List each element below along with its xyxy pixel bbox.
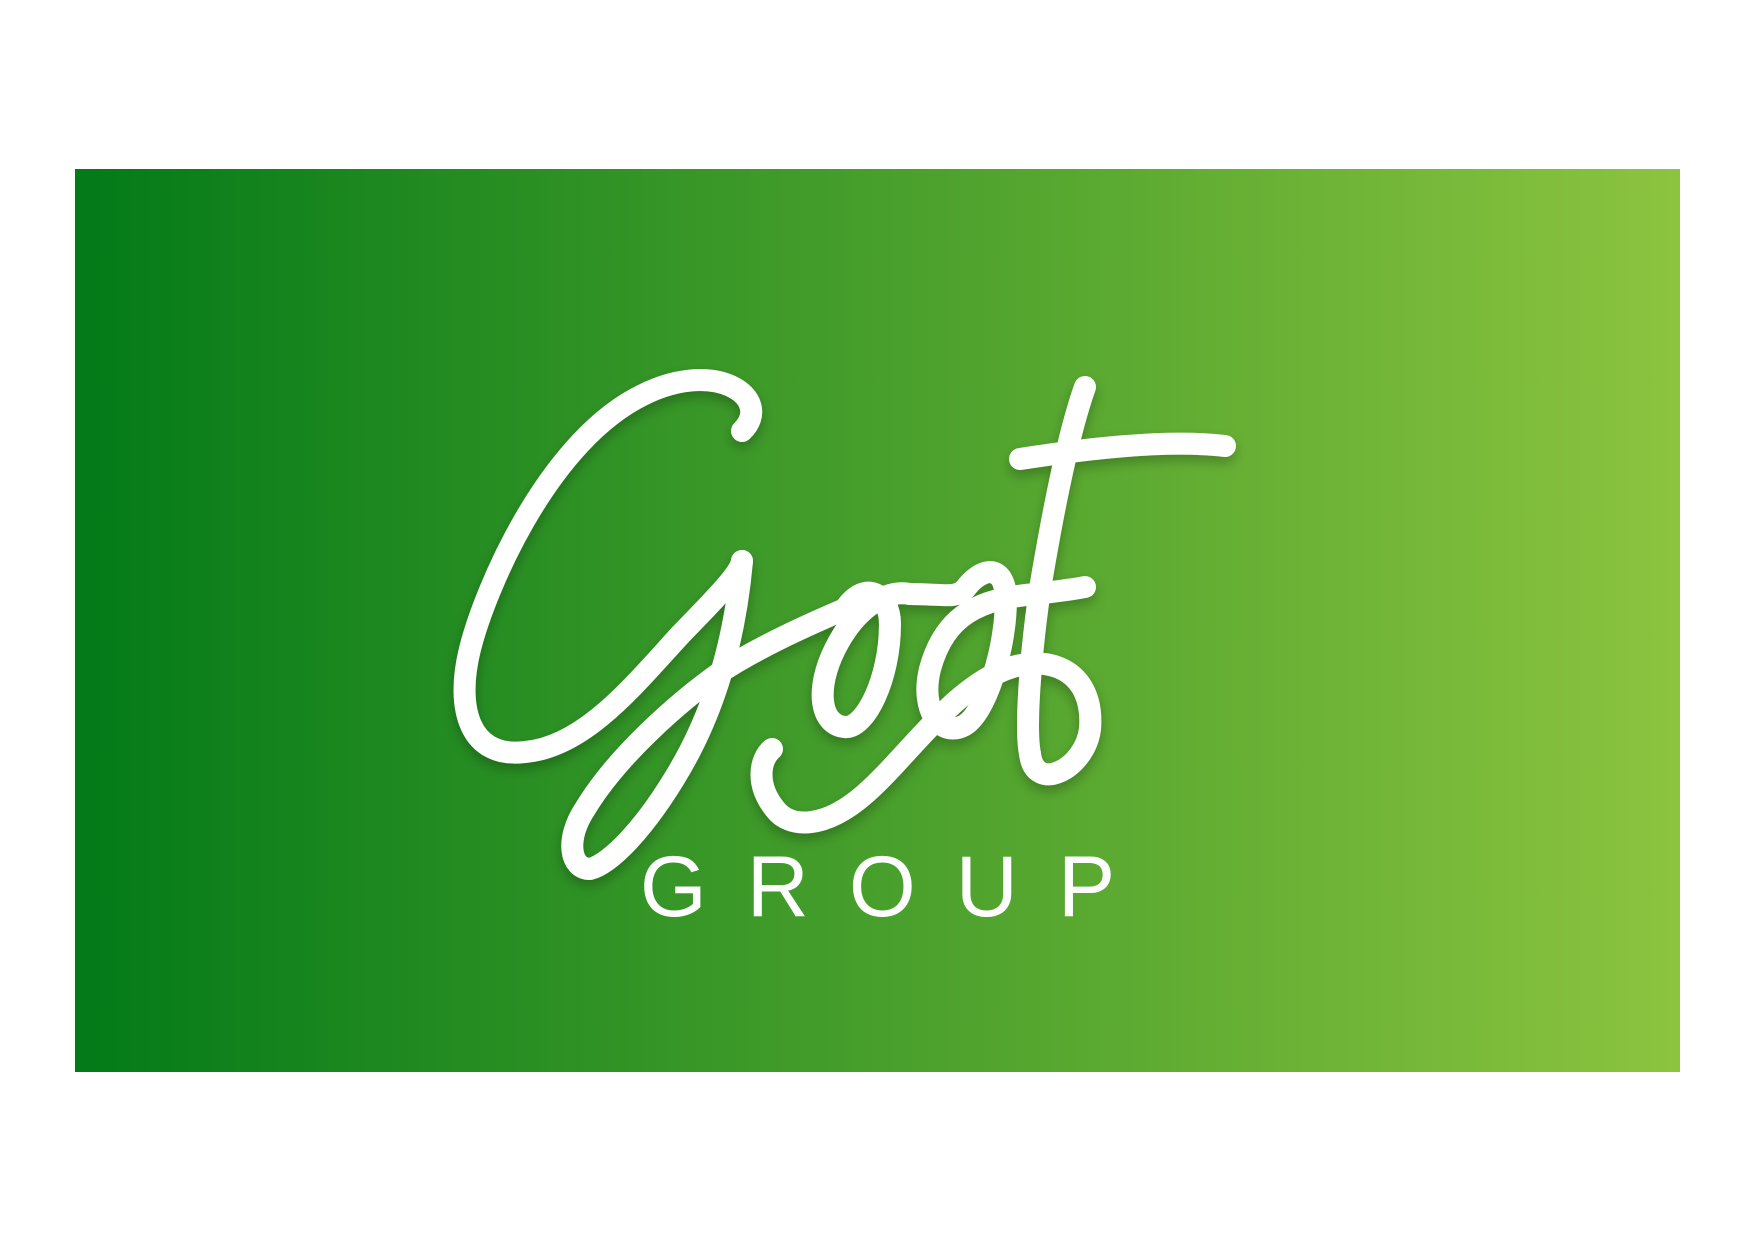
banner-background — [75, 169, 1680, 1072]
letter-g-capital — [453, 369, 763, 764]
letter-o-first — [811, 581, 921, 738]
goof-script-logo — [75, 169, 1680, 1072]
logo-banner: GROUP — [75, 169, 1680, 1072]
letter-f-stem — [1017, 376, 1096, 765]
letter-g-descender — [561, 550, 856, 880]
letter-f-crossbar — [1009, 432, 1236, 470]
brand-subtitle: GROUP — [639, 839, 1156, 935]
letter-o-second — [899, 561, 1096, 740]
letter-f-loop — [750, 652, 1102, 834]
